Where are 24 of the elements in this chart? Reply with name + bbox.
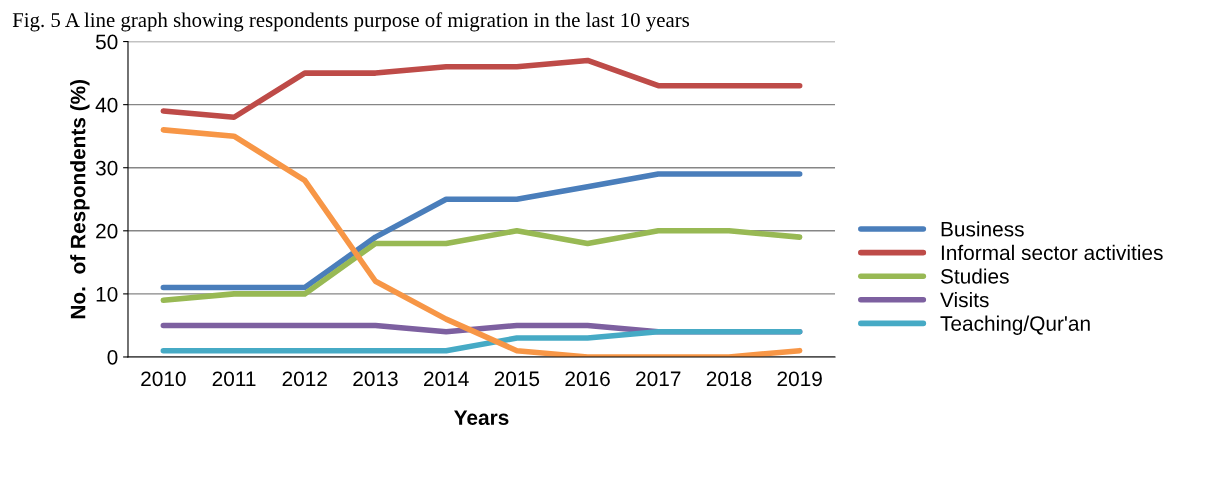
x-tick-label: 2016 — [565, 371, 610, 387]
x-axis-title: Years — [454, 410, 509, 426]
y-tick-label: 20 — [96, 223, 118, 239]
x-tick-label: 2013 — [353, 371, 398, 387]
x-tick-label: 2010 — [141, 371, 186, 387]
x-tick-label: 2011 — [212, 371, 256, 387]
y-tick-label: 0 — [107, 349, 118, 365]
chart-title: Fig. 5 A line graph showing respondents purpose of migration in the last 10 years — [12, 12, 690, 32]
legend-label: Studies — [940, 268, 1009, 284]
legend-label: Teaching/Qur'an — [940, 315, 1090, 335]
y-tick-label: 50 — [95, 34, 118, 50]
y-tick-label: 40 — [95, 97, 118, 113]
x-tick-label: 2015 — [494, 371, 540, 387]
legend-label: Informal sector activities — [941, 244, 1163, 261]
x-tick-label: 2012 — [282, 371, 327, 387]
y-tick-label: 30 — [95, 160, 118, 176]
x-tick-label: 2014 — [424, 371, 469, 387]
legend-label: Visits — [940, 292, 989, 308]
y-tick-label: 10 — [96, 286, 118, 302]
x-tick-label: 2019 — [777, 371, 822, 387]
x-tick-label: 2017 — [636, 371, 681, 387]
legend-label: Business — [941, 221, 1024, 237]
y-axis-title: No. of Respondents (%) — [70, 79, 90, 319]
x-tick-label: 2018 — [706, 371, 752, 387]
